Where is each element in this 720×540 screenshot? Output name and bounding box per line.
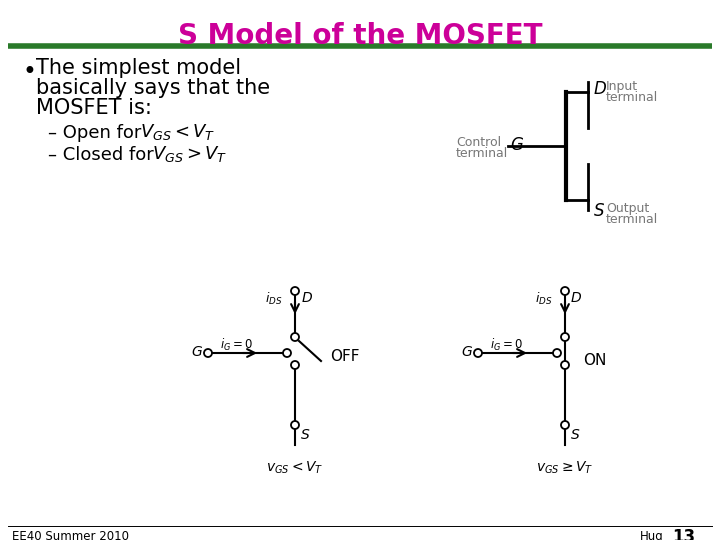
Text: $i_G = 0$: $i_G = 0$: [490, 337, 523, 353]
Circle shape: [474, 349, 482, 357]
Circle shape: [291, 333, 299, 341]
Circle shape: [283, 349, 291, 357]
Text: Output: Output: [606, 202, 649, 215]
Text: S Model of the MOSFET: S Model of the MOSFET: [178, 22, 542, 50]
Circle shape: [553, 349, 561, 357]
Text: terminal: terminal: [456, 147, 508, 160]
Text: •: •: [22, 60, 36, 84]
Text: $S$: $S$: [570, 428, 580, 442]
Circle shape: [561, 421, 569, 429]
Text: $S$: $S$: [593, 202, 605, 220]
Text: terminal: terminal: [606, 91, 658, 104]
Text: OFF: OFF: [330, 349, 359, 364]
Text: Hug: Hug: [640, 530, 664, 540]
Text: Control: Control: [456, 136, 501, 149]
Circle shape: [291, 421, 299, 429]
Circle shape: [291, 361, 299, 369]
Text: $v_{GS} < V_T$: $v_{GS} < V_T$: [266, 460, 324, 476]
Text: – Closed for: – Closed for: [48, 146, 160, 164]
Text: $V_{GS} > V_T$: $V_{GS} > V_T$: [152, 144, 228, 164]
Text: – Open for: – Open for: [48, 124, 147, 142]
Circle shape: [204, 349, 212, 357]
Text: Input: Input: [606, 80, 638, 93]
Text: terminal: terminal: [606, 213, 658, 226]
Text: $G$: $G$: [510, 136, 524, 154]
Text: $G$: $G$: [461, 345, 473, 359]
Text: $i_{DS}$: $i_{DS}$: [535, 291, 552, 307]
Circle shape: [561, 333, 569, 341]
Text: $G$: $G$: [191, 345, 203, 359]
Text: MOSFET is:: MOSFET is:: [36, 98, 152, 118]
Text: basically says that the: basically says that the: [36, 78, 270, 98]
Text: $D$: $D$: [593, 80, 607, 98]
Text: $D$: $D$: [301, 291, 313, 305]
Text: $i_{DS}$: $i_{DS}$: [265, 291, 282, 307]
Text: The simplest model: The simplest model: [36, 58, 241, 78]
Text: $D$: $D$: [570, 291, 582, 305]
Text: ON: ON: [583, 353, 606, 368]
Text: $S$: $S$: [300, 428, 310, 442]
Text: $v_{GS} \geq V_T$: $v_{GS} \geq V_T$: [536, 460, 594, 476]
Circle shape: [561, 287, 569, 295]
Text: EE40 Summer 2010: EE40 Summer 2010: [12, 530, 129, 540]
Text: $i_G = 0$: $i_G = 0$: [220, 337, 253, 353]
Text: $V_{GS} < V_T$: $V_{GS} < V_T$: [140, 122, 215, 142]
Circle shape: [561, 361, 569, 369]
Circle shape: [291, 287, 299, 295]
Text: 13: 13: [672, 528, 695, 540]
